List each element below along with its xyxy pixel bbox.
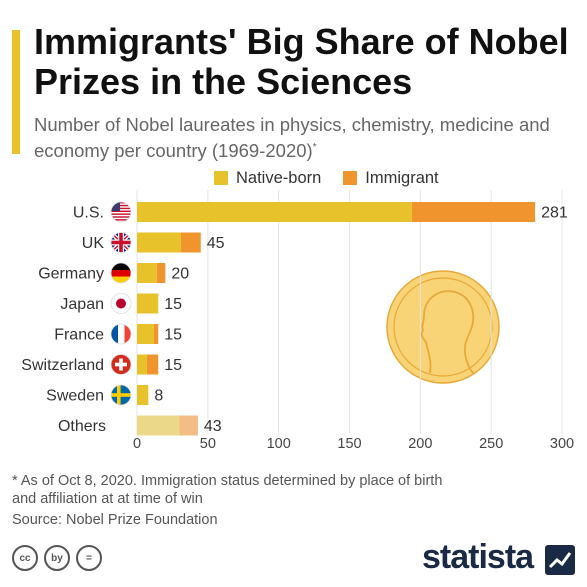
flag-uk-icon [110, 232, 132, 253]
bar-native-3 [137, 293, 159, 314]
chart-title: Immigrants' Big Share of Nobel Prizes in… [34, 21, 569, 102]
bar-immigrant-1 [180, 232, 201, 253]
row-label: France [54, 327, 104, 344]
value-label: 15 [164, 327, 182, 344]
bar-native-1 [137, 232, 181, 253]
flag-switzerland-icon [110, 354, 132, 375]
brand-mark-icon [545, 545, 575, 575]
subtitle-text: Number of Nobel laureates in physics, ch… [34, 114, 550, 162]
x-tick-label: 300 [550, 436, 574, 452]
bar-immigrant-4 [154, 324, 159, 344]
row-label: Switzerland [21, 357, 104, 374]
legend-item-native: Native-born [214, 169, 321, 188]
value-label: 15 [164, 357, 182, 374]
row-labels: U.S. UK Germany Japan France Switzerland Swede… [21, 205, 106, 436]
bar-native-5 [137, 354, 147, 375]
gridlines [136, 190, 563, 434]
row-label: Germany [38, 266, 104, 283]
value-label: 15 [164, 296, 182, 313]
bar-native-2 [137, 263, 157, 283]
bar-immigrant-0 [411, 202, 536, 222]
value-label: 8 [154, 388, 163, 405]
bar-native-7 [137, 415, 180, 436]
bar-immigrant-5 [146, 354, 159, 375]
bar-native-6 [137, 385, 149, 405]
legend-swatch-immigrant [343, 171, 358, 185]
row-label: UK [82, 235, 105, 252]
license-icons: cc by = [12, 545, 102, 571]
row-label: Japan [60, 296, 104, 313]
bar-native-4 [137, 324, 154, 344]
legend-label-native: Native-born [236, 168, 322, 187]
value-label: 20 [171, 266, 189, 283]
attribution-icon: by [44, 545, 70, 571]
value-label: 281 [541, 205, 568, 222]
value-label: 43 [204, 418, 222, 435]
value-label: 45 [207, 235, 225, 252]
flag-germany-icon [110, 262, 132, 284]
legend: Native-born Immigrant [214, 167, 439, 189]
medal-illustration [386, 270, 500, 384]
legend-label-immigrant: Immigrant [365, 168, 439, 187]
bars [137, 202, 536, 436]
medal-rim [393, 277, 493, 377]
legend-item-immigrant: Immigrant [343, 168, 439, 188]
x-tick-label: 200 [408, 436, 432, 452]
row-label: Others [58, 418, 106, 435]
bar-immigrant-2 [156, 263, 166, 283]
x-tick-label: 0 [133, 436, 141, 452]
flag-france-icon [110, 323, 132, 345]
row-label: U.S. [73, 205, 104, 222]
flag-us-icon [110, 201, 132, 223]
x-tick-label: 100 [267, 436, 291, 452]
row-label: Sweden [46, 388, 104, 405]
flag-sweden-icon [110, 384, 132, 406]
bar-chart: U.S. UK Germany Japan France Switzerland Swede… [21, 190, 574, 452]
subtitle-footnote-marker: * [312, 142, 317, 153]
bar-native-0 [137, 202, 412, 222]
x-tick-label: 250 [479, 436, 503, 452]
flags [110, 201, 132, 406]
flag-japan-icon [110, 293, 132, 314]
no-derivatives-icon: = [76, 545, 102, 571]
cc-icon: cc [12, 545, 38, 571]
footnote: * As of Oct 8, 2020. Immigration status … [12, 473, 443, 507]
x-tick-label: 50 [200, 436, 216, 452]
legend-swatch-native [214, 171, 228, 185]
medal-disc [386, 270, 500, 384]
chart-subtitle: Number of Nobel laureates in physics, ch… [34, 113, 554, 162]
x-tick-label: 150 [337, 436, 361, 452]
brand-logo[interactable]: statista [422, 538, 534, 576]
accent-bar [12, 30, 20, 154]
bar-immigrant-7 [179, 415, 198, 436]
x-axis-ticks: 0 50 100 150 200 250 300 [133, 436, 574, 452]
medal-portrait [420, 290, 475, 375]
source: Source: Nobel Prize Foundation [12, 512, 218, 528]
